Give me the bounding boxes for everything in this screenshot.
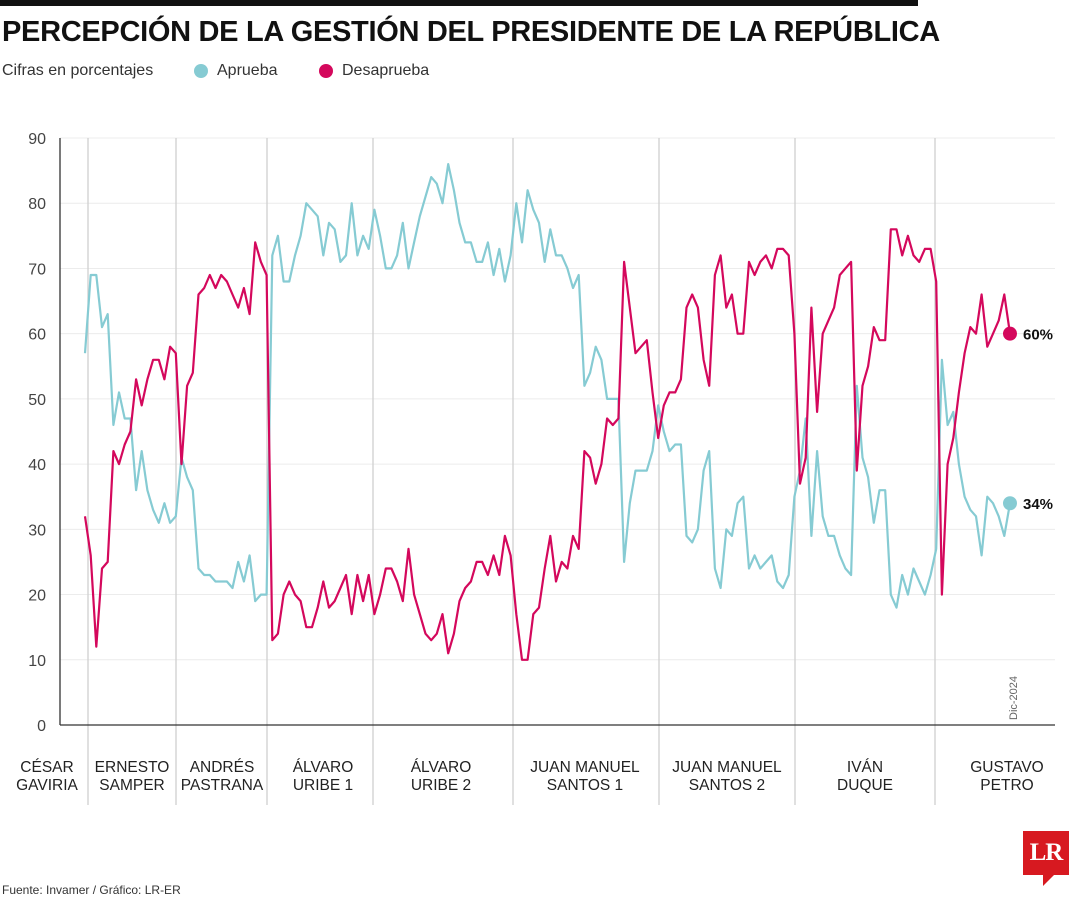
period-label: PASTRANA xyxy=(181,777,264,794)
series-line-aprueba xyxy=(83,163,1012,609)
end-point-desaprueba xyxy=(1003,326,1017,341)
end-value-label: 34% xyxy=(1023,496,1053,513)
y-tick-label: 30 xyxy=(28,522,46,539)
period-label: JUAN MANUEL xyxy=(530,759,640,776)
top-rule xyxy=(0,0,918,6)
legend-label-aprueba: Aprueba xyxy=(217,62,278,79)
y-tick-label: 40 xyxy=(28,457,46,474)
y-tick-label: 20 xyxy=(28,588,46,605)
period-label: ERNESTO xyxy=(95,759,170,776)
period-label: CÉSAR xyxy=(20,759,73,776)
period-label: ÁLVARO xyxy=(411,759,472,776)
y-tick-label: 80 xyxy=(28,196,46,213)
period-label: URIBE 1 xyxy=(293,777,353,794)
period-label: URIBE 2 xyxy=(411,777,471,794)
chart-title: PERCEPCIÓN DE LA GESTIÓN DEL PRESIDENTE … xyxy=(2,16,940,48)
period-label: DUQUE xyxy=(837,777,893,794)
period-label: ÁLVARO xyxy=(293,759,354,776)
legend-item-desaprueba: Desaprueba xyxy=(319,62,429,80)
lr-logo: LR xyxy=(1023,831,1069,886)
chart-subtitle: Cifras en porcentajes xyxy=(2,62,154,79)
y-tick-label: 70 xyxy=(28,261,46,278)
series-line-desaprueba xyxy=(83,228,1012,661)
legend-swatch-desaprueba xyxy=(319,64,333,78)
date-annotation: Dic-2024 xyxy=(1008,676,1020,720)
end-point-aprueba xyxy=(1003,496,1017,511)
legend-label-desaprueba: Desaprueba xyxy=(342,62,430,79)
y-tick-label: 0 xyxy=(37,718,46,735)
period-label: GAVIRIA xyxy=(16,777,78,794)
legend-item-aprueba: Aprueba xyxy=(194,62,278,80)
y-tick-label: 90 xyxy=(28,131,46,148)
y-tick-label: 10 xyxy=(28,653,46,670)
period-label: IVÁN xyxy=(847,759,883,776)
period-label: GUSTAVO xyxy=(970,759,1044,776)
y-tick-label: 50 xyxy=(28,392,46,409)
period-label: JUAN MANUEL xyxy=(672,759,782,776)
period-label: SANTOS 1 xyxy=(547,777,623,794)
period-label: ANDRÉS xyxy=(190,759,255,776)
end-value-label: 60% xyxy=(1023,327,1053,344)
period-label: SAMPER xyxy=(99,777,164,794)
legend-swatch-aprueba xyxy=(194,64,208,78)
source-note: Fuente: Invamer / Gráfico: LR-ER xyxy=(2,883,181,897)
period-label: SANTOS 2 xyxy=(689,777,765,794)
period-label: PETRO xyxy=(980,777,1033,794)
y-tick-label: 60 xyxy=(28,327,46,344)
